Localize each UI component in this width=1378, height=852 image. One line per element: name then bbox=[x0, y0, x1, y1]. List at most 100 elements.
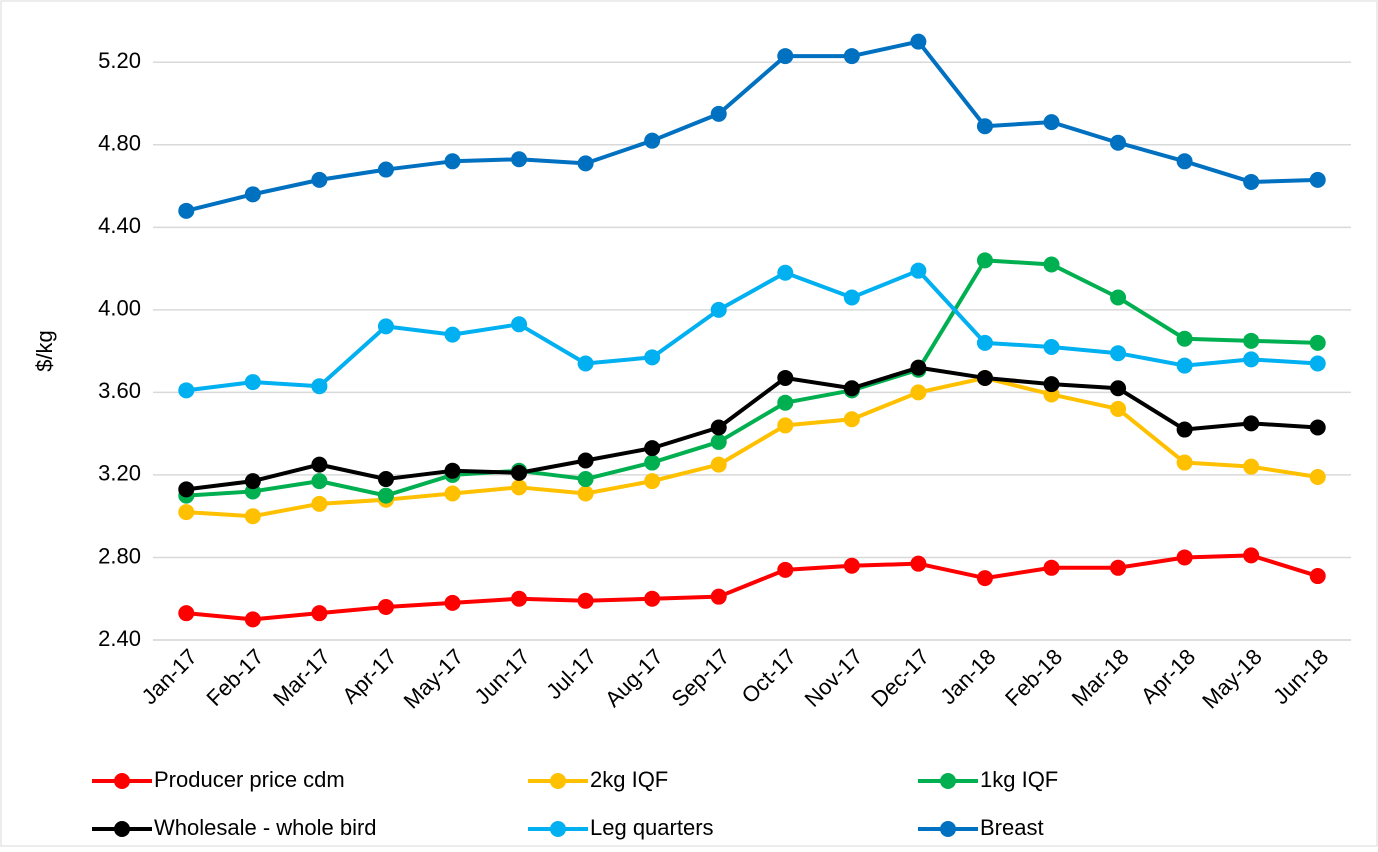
data-point bbox=[1176, 153, 1193, 170]
y-tick-label: 5.20 bbox=[98, 48, 141, 73]
data-point bbox=[843, 380, 860, 397]
data-point bbox=[511, 590, 528, 607]
data-point bbox=[1243, 351, 1260, 368]
legend-label: Leg quarters bbox=[590, 815, 714, 840]
y-tick-label: 4.80 bbox=[98, 131, 141, 156]
data-point bbox=[444, 594, 461, 611]
data-point bbox=[910, 33, 927, 50]
data-point bbox=[710, 419, 727, 436]
data-point bbox=[1243, 415, 1260, 432]
data-point bbox=[910, 262, 927, 279]
data-point bbox=[1309, 568, 1326, 585]
data-point bbox=[244, 374, 261, 391]
data-point bbox=[777, 48, 794, 65]
legend-swatch bbox=[550, 821, 566, 837]
data-point bbox=[1110, 400, 1127, 417]
data-point bbox=[377, 471, 394, 488]
data-point bbox=[577, 485, 594, 502]
data-point bbox=[311, 378, 328, 395]
data-point bbox=[1043, 559, 1060, 576]
data-point bbox=[843, 48, 860, 65]
data-point bbox=[1243, 458, 1260, 475]
data-point bbox=[444, 462, 461, 479]
data-point bbox=[577, 155, 594, 172]
data-point bbox=[976, 252, 993, 269]
data-point bbox=[244, 473, 261, 490]
data-point bbox=[1309, 334, 1326, 351]
data-point bbox=[1110, 289, 1127, 306]
data-point bbox=[311, 456, 328, 473]
data-point bbox=[710, 433, 727, 450]
series-line bbox=[185, 39, 1318, 213]
data-point bbox=[843, 411, 860, 428]
y-axis-label: $/kg bbox=[32, 330, 57, 372]
data-point bbox=[710, 456, 727, 473]
data-point bbox=[1110, 134, 1127, 151]
data-point bbox=[377, 161, 394, 178]
data-point bbox=[311, 495, 328, 512]
data-point bbox=[1176, 549, 1193, 566]
data-point bbox=[311, 605, 328, 622]
y-tick-label: 3.20 bbox=[98, 461, 141, 486]
data-point bbox=[1043, 376, 1060, 393]
data-point bbox=[644, 349, 661, 366]
data-point bbox=[644, 132, 661, 149]
data-point bbox=[644, 473, 661, 490]
data-point bbox=[577, 355, 594, 372]
data-point bbox=[244, 611, 261, 628]
data-point bbox=[910, 555, 927, 572]
data-point bbox=[311, 171, 328, 188]
data-point bbox=[178, 481, 195, 498]
legend-swatch bbox=[550, 773, 566, 789]
data-point bbox=[710, 301, 727, 318]
data-point bbox=[178, 504, 195, 521]
data-point bbox=[444, 153, 461, 170]
data-point bbox=[444, 326, 461, 343]
legend-swatch bbox=[114, 773, 130, 789]
data-point bbox=[644, 440, 661, 457]
data-point bbox=[1110, 559, 1127, 576]
data-point bbox=[1309, 468, 1326, 485]
data-point bbox=[843, 557, 860, 574]
data-point bbox=[377, 318, 394, 335]
data-point bbox=[1176, 421, 1193, 438]
data-point bbox=[843, 289, 860, 306]
series-line bbox=[186, 375, 1319, 519]
data-point bbox=[577, 592, 594, 609]
data-point bbox=[710, 105, 727, 122]
data-point bbox=[910, 384, 927, 401]
data-point bbox=[511, 151, 528, 168]
data-point bbox=[178, 202, 195, 219]
data-point bbox=[644, 590, 661, 607]
data-point bbox=[178, 605, 195, 622]
y-tick-label: 4.00 bbox=[98, 296, 141, 321]
data-point bbox=[311, 473, 328, 490]
y-tick-label: 2.40 bbox=[98, 626, 141, 651]
data-point bbox=[777, 369, 794, 386]
data-point bbox=[976, 369, 993, 386]
data-point bbox=[511, 464, 528, 481]
data-point bbox=[444, 485, 461, 502]
data-point bbox=[777, 394, 794, 411]
data-point bbox=[1110, 345, 1127, 362]
data-point bbox=[577, 452, 594, 469]
data-point bbox=[1243, 547, 1260, 564]
series-line bbox=[186, 553, 1319, 622]
data-point bbox=[910, 359, 927, 376]
data-point bbox=[777, 417, 794, 434]
data-point bbox=[244, 186, 261, 203]
data-point bbox=[1309, 355, 1326, 372]
data-point bbox=[777, 561, 794, 578]
legend-swatch bbox=[940, 773, 956, 789]
y-tick-label: 3.60 bbox=[98, 378, 141, 403]
series-line bbox=[186, 258, 1318, 498]
data-point bbox=[710, 588, 727, 605]
data-point bbox=[511, 316, 528, 333]
legend-label: Producer price cdm bbox=[154, 767, 345, 792]
data-point bbox=[244, 508, 261, 525]
y-tick-label: 2.80 bbox=[98, 543, 141, 568]
data-point bbox=[178, 382, 195, 399]
